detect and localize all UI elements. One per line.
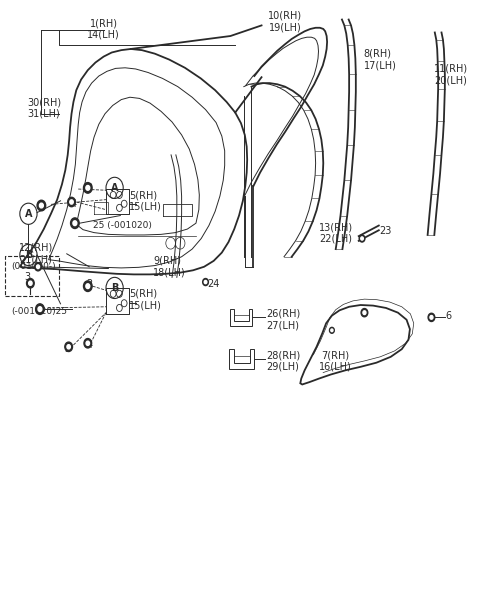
Text: 5(RH)
15(LH): 5(RH) 15(LH) xyxy=(129,289,162,310)
Text: 26(RH)
27(LH): 26(RH) 27(LH) xyxy=(266,309,300,330)
Circle shape xyxy=(29,281,32,286)
Circle shape xyxy=(363,311,366,314)
Circle shape xyxy=(39,203,43,208)
Circle shape xyxy=(84,281,92,291)
Text: 7(RH)
16(LH): 7(RH) 16(LH) xyxy=(319,350,352,372)
Text: A: A xyxy=(24,209,32,219)
Circle shape xyxy=(65,342,72,352)
Circle shape xyxy=(71,218,79,228)
Text: 28(RH)
29(LH): 28(RH) 29(LH) xyxy=(266,350,300,372)
Text: 13(RH)
22(LH): 13(RH) 22(LH) xyxy=(319,222,353,244)
Text: 25 (-001020): 25 (-001020) xyxy=(93,221,152,230)
Circle shape xyxy=(37,200,46,211)
Text: B: B xyxy=(25,250,32,260)
Circle shape xyxy=(36,304,44,314)
Circle shape xyxy=(430,316,433,319)
Text: B: B xyxy=(111,283,118,293)
Circle shape xyxy=(204,280,207,284)
Text: 10(RH)
19(LH): 10(RH) 19(LH) xyxy=(268,11,302,32)
Circle shape xyxy=(84,182,92,193)
Circle shape xyxy=(359,235,365,242)
Text: 12(RH)
21(LH): 12(RH) 21(LH) xyxy=(19,243,53,264)
Circle shape xyxy=(36,265,39,268)
Circle shape xyxy=(329,327,334,333)
Text: 3: 3 xyxy=(24,273,30,283)
Text: 11(RH)
20(LH): 11(RH) 20(LH) xyxy=(433,64,468,85)
Text: 24: 24 xyxy=(207,280,220,290)
Text: 5(RH)
15(LH): 5(RH) 15(LH) xyxy=(129,190,162,212)
Circle shape xyxy=(73,221,77,225)
Circle shape xyxy=(67,345,71,349)
Circle shape xyxy=(84,339,92,348)
Circle shape xyxy=(361,309,368,317)
Circle shape xyxy=(35,263,41,271)
Text: 3: 3 xyxy=(38,203,45,213)
Text: 3: 3 xyxy=(65,344,71,354)
Text: 1(RH)
14(LH): 1(RH) 14(LH) xyxy=(87,18,120,40)
Circle shape xyxy=(428,313,435,322)
Circle shape xyxy=(361,237,363,240)
Text: 2: 2 xyxy=(86,183,92,193)
Circle shape xyxy=(203,278,208,286)
Circle shape xyxy=(86,341,90,345)
Text: 2: 2 xyxy=(86,280,92,290)
Text: 30(RH)
31(LH): 30(RH) 31(LH) xyxy=(27,97,61,119)
Text: 8(RH)
17(LH): 8(RH) 17(LH) xyxy=(363,49,396,70)
Circle shape xyxy=(68,197,75,206)
Circle shape xyxy=(26,278,34,288)
Text: A: A xyxy=(111,183,119,193)
Circle shape xyxy=(38,307,42,312)
Circle shape xyxy=(86,185,90,190)
Text: 4: 4 xyxy=(71,199,76,209)
Circle shape xyxy=(70,200,73,204)
Circle shape xyxy=(86,284,90,289)
Text: 6: 6 xyxy=(446,310,452,320)
Circle shape xyxy=(331,329,333,332)
Text: 23: 23 xyxy=(379,227,391,237)
Text: 4: 4 xyxy=(86,340,92,350)
Text: 9(RH)
18(LH): 9(RH) 18(LH) xyxy=(153,256,186,277)
Text: (-001020)25: (-001020)25 xyxy=(11,307,67,316)
Text: (001020-): (001020-) xyxy=(11,262,56,271)
